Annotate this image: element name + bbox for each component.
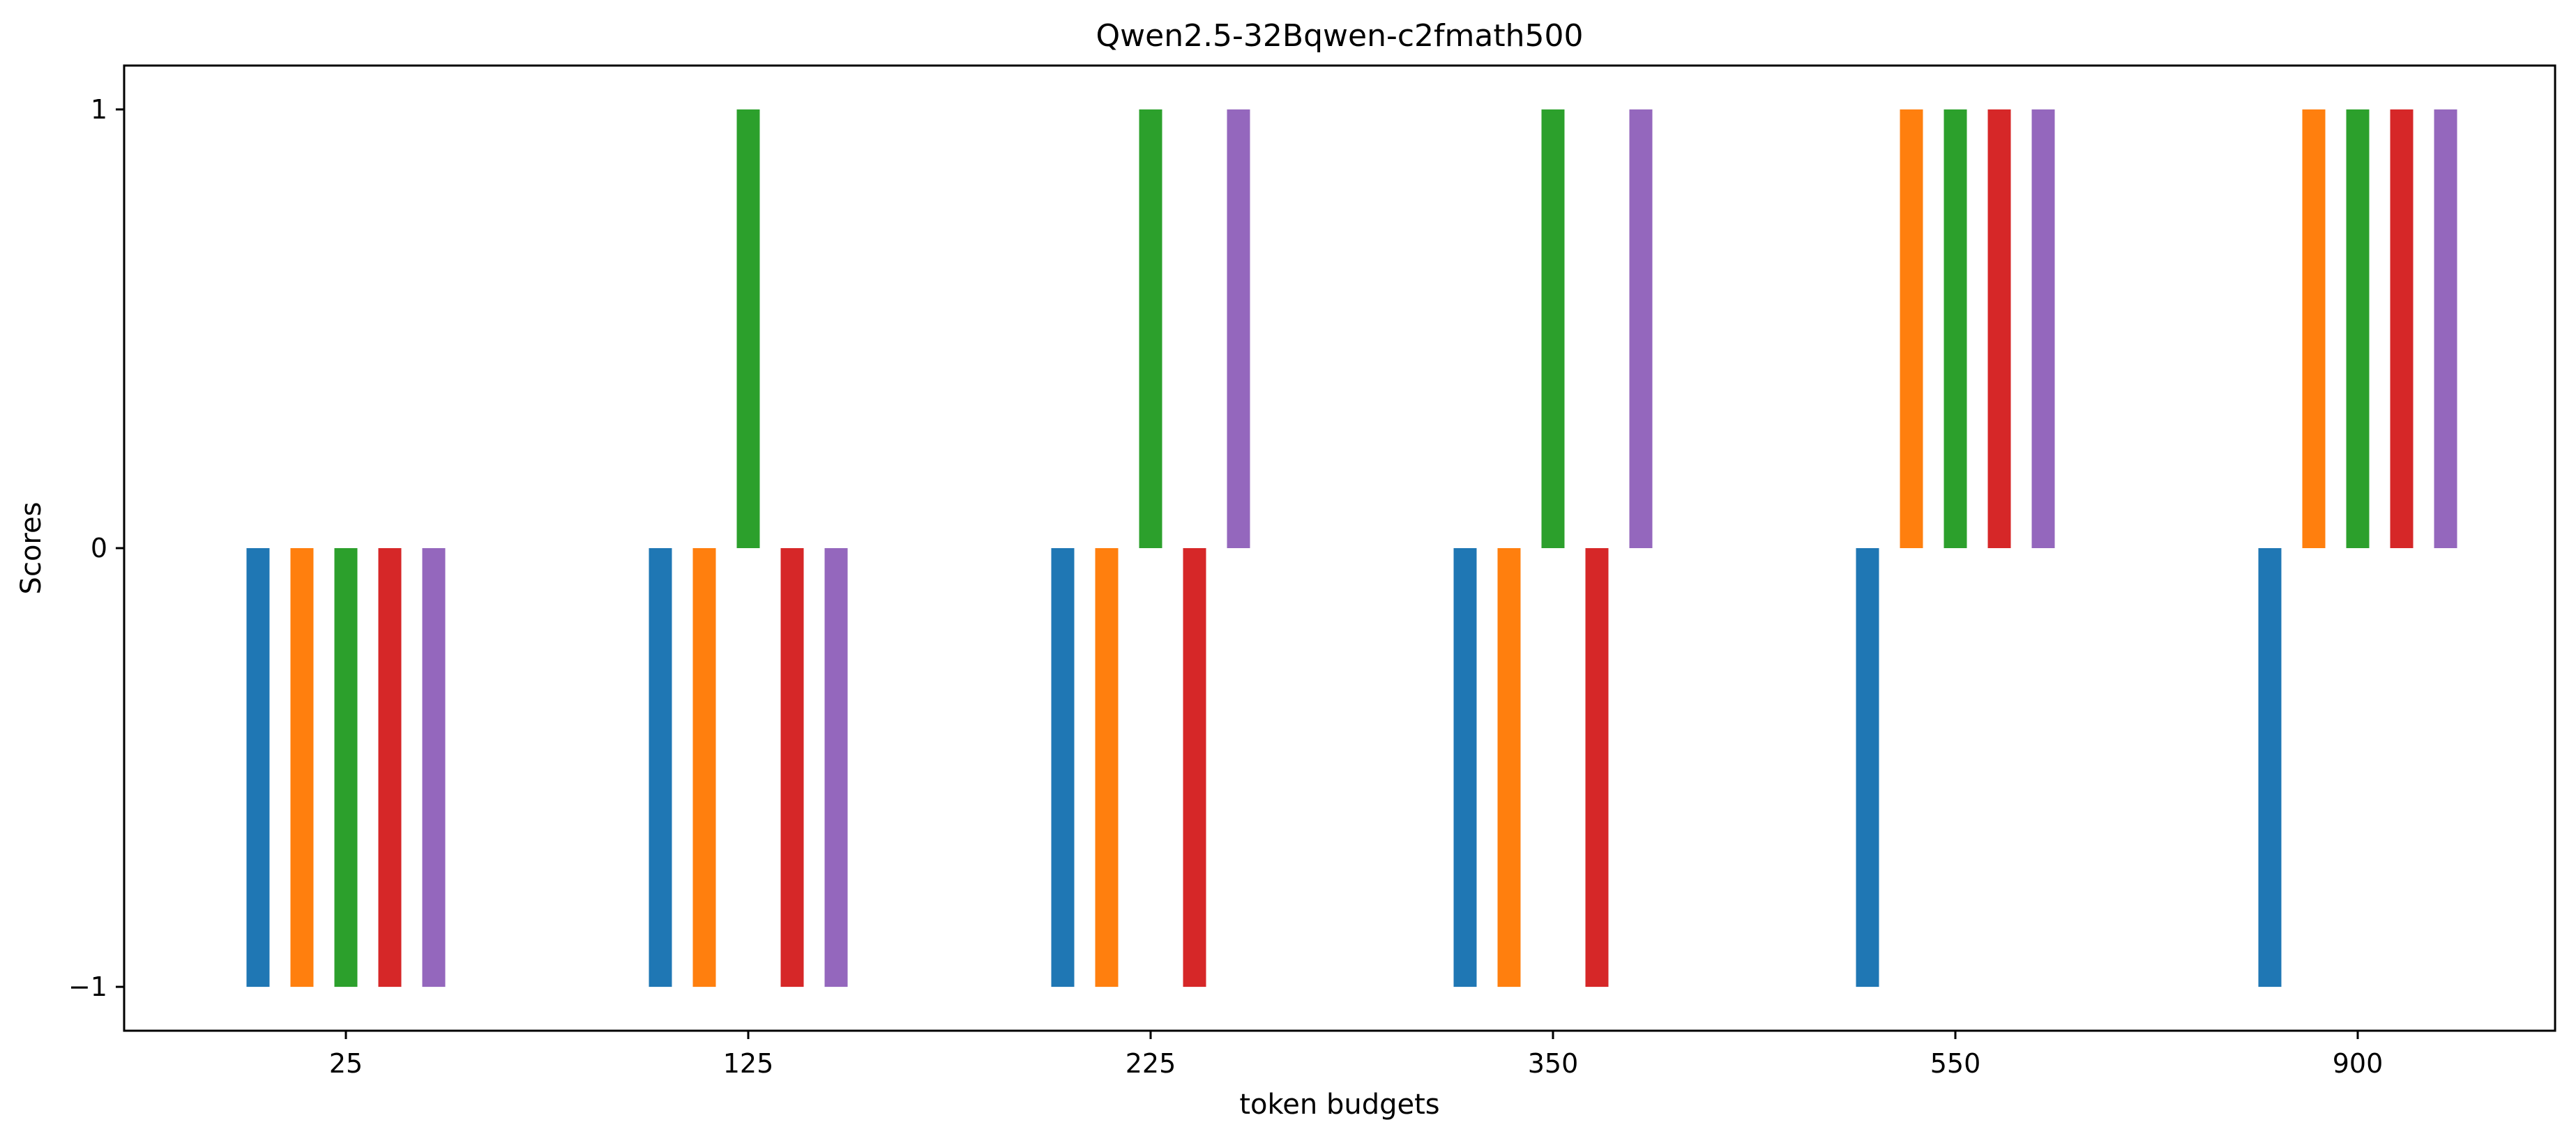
bar-550-series-2 bbox=[1900, 109, 1923, 549]
bars-layer bbox=[246, 109, 2457, 987]
y-axis-label: Scores bbox=[15, 502, 47, 595]
x-tick-label: 225 bbox=[1126, 1048, 1176, 1079]
bar-25-series-2 bbox=[290, 548, 314, 987]
y-tick-label: −1 bbox=[68, 971, 107, 1002]
bar-350-series-1 bbox=[1453, 548, 1477, 987]
bar-550-series-3 bbox=[1944, 109, 1967, 549]
bar-125-series-2 bbox=[692, 548, 716, 987]
bar-900-series-4 bbox=[2390, 109, 2414, 549]
bar-225-series-1 bbox=[1051, 548, 1075, 987]
bar-125-series-3 bbox=[736, 109, 760, 549]
bar-225-series-5 bbox=[1227, 109, 1250, 549]
bar-25-series-1 bbox=[246, 548, 270, 987]
bar-350-series-4 bbox=[1585, 548, 1609, 987]
bar-900-series-1 bbox=[2258, 548, 2282, 987]
bar-900-series-5 bbox=[2434, 109, 2457, 549]
x-axis-ticks: 25 125 225 350 550 900 bbox=[329, 1031, 2383, 1079]
bar-25-series-4 bbox=[378, 548, 402, 987]
x-tick-label: 550 bbox=[1930, 1048, 1981, 1079]
bar-125-series-1 bbox=[649, 548, 672, 987]
x-tick-label: 25 bbox=[329, 1048, 363, 1079]
bar-550-series-1 bbox=[1856, 548, 1879, 987]
x-tick-label: 125 bbox=[723, 1048, 774, 1079]
y-tick-label: 0 bbox=[91, 533, 107, 563]
y-tick-label: 1 bbox=[91, 94, 107, 125]
bar-25-series-3 bbox=[334, 548, 358, 987]
bar-550-series-5 bbox=[2031, 109, 2055, 549]
y-axis-ticks: −1 0 1 bbox=[68, 94, 124, 1002]
bar-225-series-3 bbox=[1139, 109, 1162, 549]
bar-900-series-3 bbox=[2346, 109, 2370, 549]
bar-225-series-4 bbox=[1183, 548, 1206, 987]
bar-225-series-2 bbox=[1095, 548, 1119, 987]
bar-125-series-4 bbox=[780, 548, 804, 987]
bar-25-series-5 bbox=[422, 548, 446, 987]
bar-900-series-2 bbox=[2302, 109, 2326, 549]
chart-title: Qwen2.5-32Bqwen-c2fmath500 bbox=[1096, 18, 1584, 54]
x-tick-label: 350 bbox=[1528, 1048, 1579, 1079]
x-tick-label: 900 bbox=[2333, 1048, 2384, 1079]
bar-125-series-5 bbox=[824, 548, 848, 987]
bar-550-series-4 bbox=[1987, 109, 2011, 549]
bar-350-series-3 bbox=[1541, 109, 1565, 549]
x-axis-label: token budgets bbox=[1239, 1089, 1439, 1121]
bar-350-series-2 bbox=[1497, 548, 1521, 987]
bar-350-series-5 bbox=[1629, 109, 1653, 549]
